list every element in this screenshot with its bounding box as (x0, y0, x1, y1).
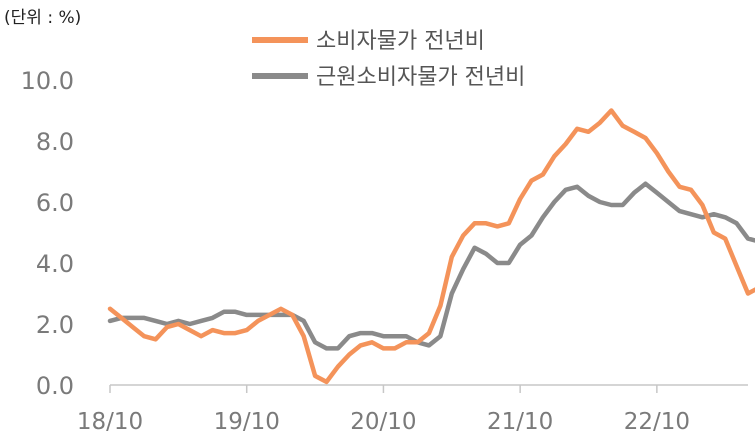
legend-label-2: 근원소비자물가 전년비 (316, 65, 525, 90)
x-tick-label: 22/10 (624, 409, 690, 435)
y-tick-label: 2.0 (36, 311, 74, 339)
series-line-1 (107, 108, 755, 385)
x-tick-label: 21/10 (487, 409, 553, 435)
unit-label: (단위 : %) (4, 8, 81, 28)
x-tick-label: 19/10 (214, 409, 280, 435)
series-layer (107, 108, 755, 385)
y-tick-label: 4.0 (36, 250, 74, 278)
series-line-2 (107, 181, 755, 351)
x-tick-label: 18/10 (77, 409, 143, 435)
legend-label-1: 소비자물가 전년비 (316, 29, 485, 54)
y-tick-label: 6.0 (36, 189, 74, 217)
y-tick-label: 0.0 (36, 372, 74, 400)
y-axis-ticks: 0.0 2.0 4.0 6.0 8.0 10.0 (21, 67, 74, 400)
x-tick-label: 20/10 (350, 409, 416, 435)
y-tick-label: 8.0 (36, 128, 74, 156)
x-axis-ticks: 18/10 19/10 20/10 21/10 22/10 (77, 385, 690, 435)
y-tick-label: 10.0 (21, 67, 74, 95)
